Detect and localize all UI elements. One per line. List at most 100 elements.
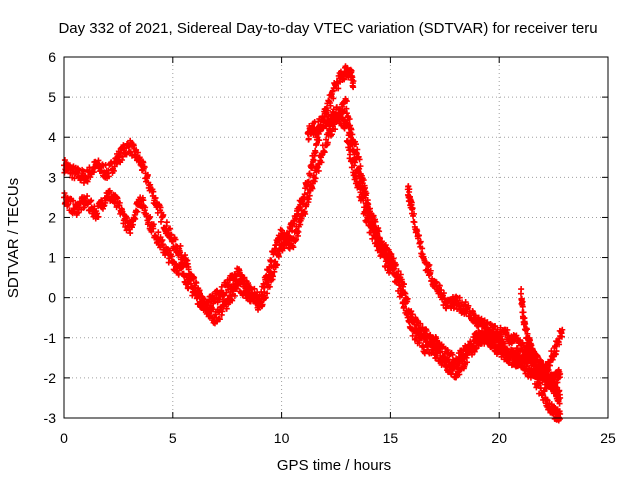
data-point [557, 410, 564, 417]
trace-marker [305, 196, 312, 203]
trace-marker [537, 364, 543, 371]
trace-marker [306, 192, 313, 199]
trace-marker [346, 116, 353, 123]
trace-marker [345, 121, 352, 128]
trace-marker [61, 157, 68, 164]
y-tick-label: 0 [48, 290, 56, 306]
trace-marker [543, 396, 550, 403]
trace-marker [330, 95, 337, 102]
trace-marker [312, 175, 319, 182]
trace-marker [177, 242, 184, 249]
trace-marker [351, 151, 358, 158]
trace-marker [152, 194, 159, 201]
trace-marker [546, 362, 553, 369]
trace-marker [540, 371, 547, 378]
plot-frame [63, 56, 609, 419]
trace-marker [168, 253, 175, 260]
trace-marker [537, 357, 544, 364]
trace-marker [416, 339, 423, 346]
trace-marker [218, 283, 225, 290]
trace-marker [105, 173, 112, 180]
trace-marker [119, 156, 126, 163]
trace-marker [160, 211, 167, 218]
trace-marker [390, 255, 397, 262]
trace-marker [305, 135, 312, 142]
trace-marker [95, 157, 102, 164]
trace-marker [415, 232, 422, 239]
trace-marker [315, 161, 322, 168]
trace-marker [419, 245, 426, 252]
trace-marker [80, 168, 87, 175]
trace-marker [231, 292, 238, 299]
trace-marker [167, 225, 174, 232]
trace-marker [558, 333, 565, 340]
trace-marker [351, 162, 358, 169]
y-axis-label: SDTVAR / TECUs [5, 178, 22, 298]
trace-marker [357, 173, 364, 180]
data-point [557, 394, 564, 401]
x-axis-label: GPS time / hours [277, 457, 391, 474]
trace-marker [409, 205, 416, 212]
trace-marker [295, 228, 302, 235]
trace-marker [311, 178, 318, 185]
trace-marker [90, 169, 97, 176]
trace-marker [229, 297, 236, 304]
trace-marker [216, 316, 223, 323]
trace-marker [316, 137, 323, 144]
trace-marker [279, 227, 286, 234]
trace-marker [266, 283, 273, 290]
trace-marker [122, 150, 129, 157]
trace-marker [341, 76, 348, 83]
trace-marker [370, 212, 377, 219]
trace-marker [532, 356, 539, 363]
trace-marker [134, 149, 141, 156]
trace-marker [492, 323, 499, 330]
trace-marker [163, 219, 170, 226]
trace-marker [409, 332, 416, 339]
trace-marker [88, 197, 95, 204]
series-track-b [61, 95, 350, 314]
chart-title: Day 332 of 2021, Sidereal Day-to-day VTE… [58, 20, 597, 37]
trace-marker [315, 167, 322, 174]
trace-marker [362, 194, 369, 201]
trace-marker [359, 180, 366, 187]
trace-marker [518, 286, 525, 293]
y-tick-label: 5 [48, 89, 56, 105]
x-tick-label: 25 [600, 430, 616, 446]
trace-marker [484, 319, 491, 326]
trace-marker [522, 320, 529, 327]
axis-ticks: 0 5 10 15 20 25 -3 -2 -1 0 1 2 3 4 5 6 [44, 49, 616, 446]
trace-marker [503, 350, 510, 357]
trace-marker [365, 215, 372, 222]
trace-marker [464, 359, 471, 366]
trace-marker [514, 345, 521, 352]
trace-marker [527, 340, 534, 347]
trace-marker [427, 267, 434, 274]
trace-marker [290, 244, 297, 251]
trace-marker [286, 245, 293, 252]
trace-marker [526, 337, 533, 344]
trace-marker [408, 308, 415, 315]
trace-marker [255, 295, 262, 302]
trace-marker [196, 288, 203, 295]
trace-marker [309, 185, 316, 192]
trace-marker [426, 261, 433, 268]
trace-marker [297, 203, 304, 210]
trace-marker [341, 125, 348, 132]
trace-marker [427, 331, 434, 338]
trace-marker [384, 254, 391, 260]
trace-marker [401, 281, 407, 288]
trace-marker [423, 327, 430, 334]
x-tick-label: 10 [274, 430, 290, 446]
trace-marker [155, 229, 162, 236]
trace-marker [276, 241, 283, 248]
trace-marker [376, 239, 383, 246]
trace-marker [497, 341, 504, 348]
series-track-g [517, 286, 564, 407]
trace-marker [327, 102, 334, 109]
trace-marker [417, 238, 424, 245]
x-tick-label: 5 [169, 430, 177, 446]
y-tick-label: 4 [48, 129, 56, 145]
trace-marker [140, 197, 147, 204]
